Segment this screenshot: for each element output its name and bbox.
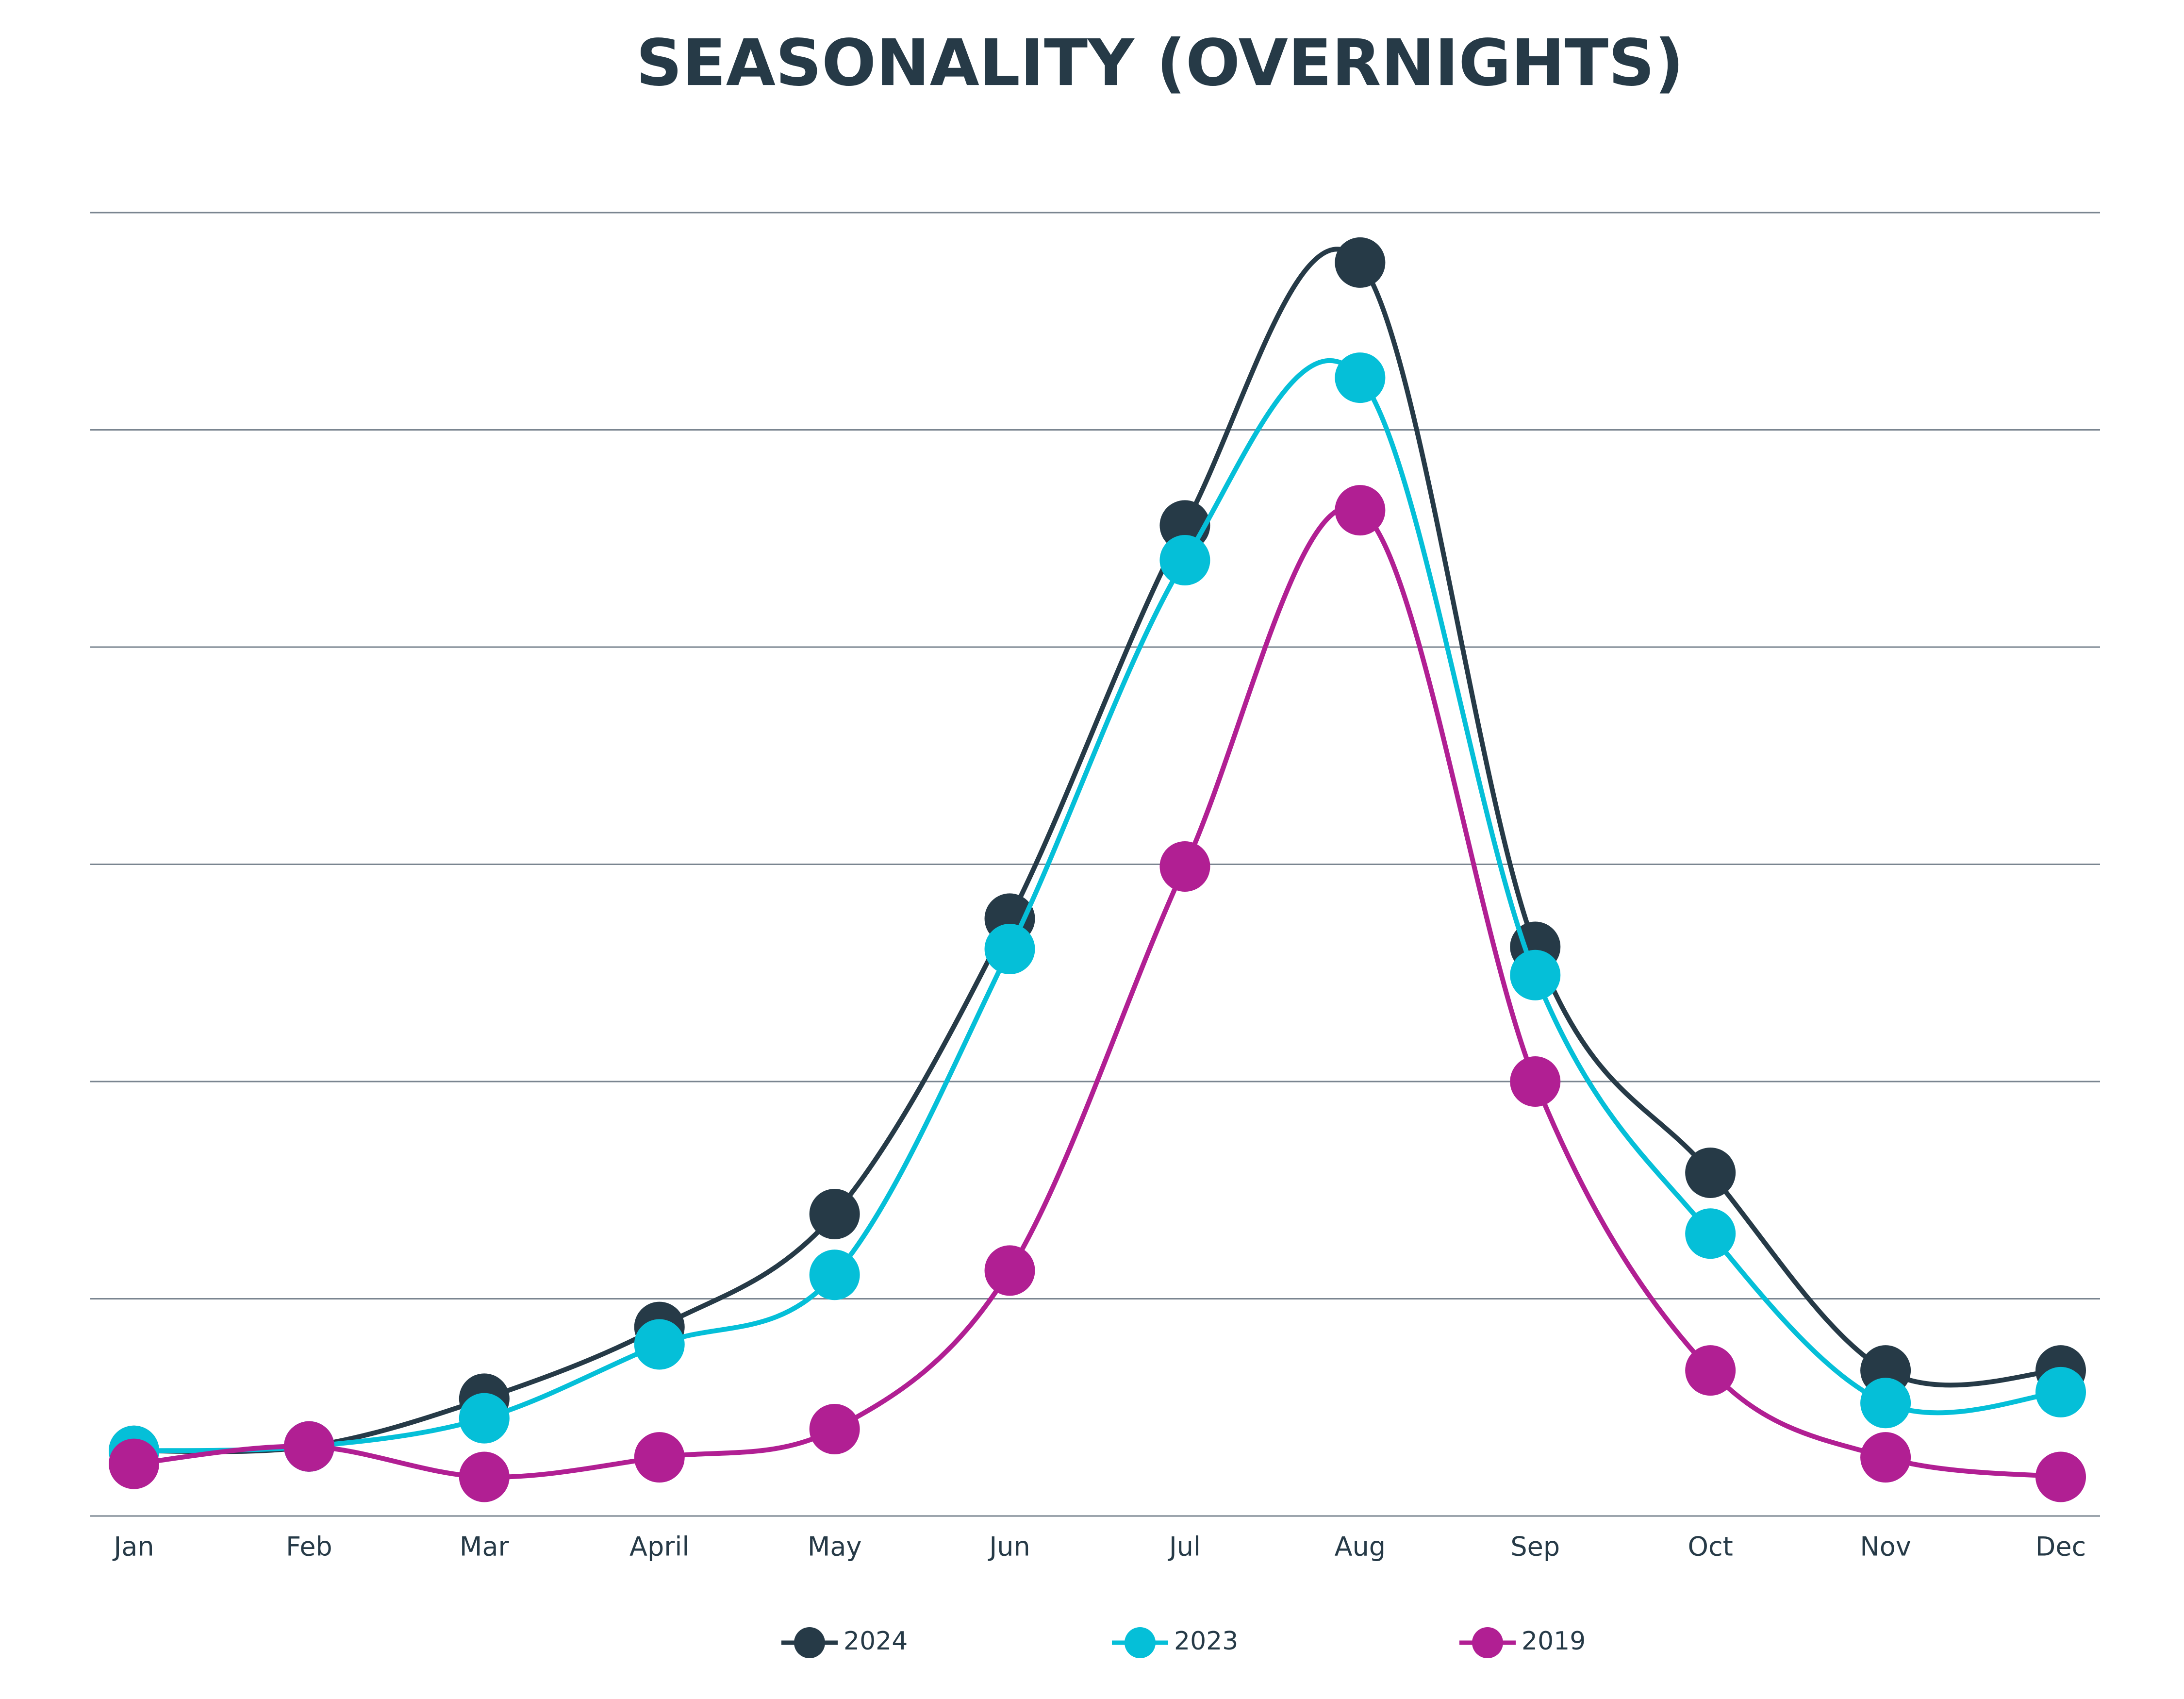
data-point bbox=[2035, 1366, 2086, 1417]
x-tick-label: Dec bbox=[2035, 1532, 2086, 1562]
x-tick-label: April bbox=[629, 1532, 689, 1562]
data-point bbox=[1335, 237, 1386, 288]
data-point bbox=[1335, 352, 1386, 403]
data-point bbox=[809, 1249, 860, 1300]
data-point bbox=[809, 1404, 860, 1454]
series-line bbox=[133, 358, 2061, 1453]
x-tick-label: Sep bbox=[1510, 1532, 1560, 1562]
data-point bbox=[1860, 1432, 1911, 1483]
data-point bbox=[1335, 485, 1386, 536]
x-tick-label: Nov bbox=[1860, 1532, 1911, 1562]
chart-title: SEASONALITY (OVERNIGHTS) bbox=[636, 26, 1684, 100]
data-point bbox=[459, 1393, 510, 1444]
data-point bbox=[809, 1188, 860, 1239]
legend-label: 2023 bbox=[1174, 1627, 1238, 1656]
data-point bbox=[1685, 1147, 1736, 1198]
x-tick-label: Aug bbox=[1335, 1532, 1386, 1562]
data-point bbox=[984, 924, 1035, 975]
legend-label: 2024 bbox=[844, 1627, 908, 1656]
x-tick-label: Oct bbox=[1688, 1532, 1733, 1562]
x-tick-label: Jun bbox=[988, 1532, 1030, 1562]
data-point bbox=[283, 1421, 334, 1472]
legend-marker bbox=[1472, 1627, 1503, 1658]
x-tick-label: Jan bbox=[112, 1532, 154, 1562]
data-point bbox=[1159, 841, 1210, 892]
data-point bbox=[1685, 1208, 1736, 1259]
data-point bbox=[2035, 1451, 2086, 1502]
data-point bbox=[634, 1432, 685, 1483]
series-line bbox=[133, 504, 2061, 1480]
data-point bbox=[1510, 1056, 1561, 1107]
x-tick-label: Feb bbox=[286, 1532, 332, 1562]
data-point bbox=[634, 1319, 685, 1370]
x-tick-label: May bbox=[808, 1532, 862, 1562]
data-point bbox=[109, 1438, 159, 1489]
x-tick-label: Mar bbox=[460, 1532, 510, 1562]
legend-marker bbox=[794, 1627, 825, 1658]
data-point bbox=[984, 1245, 1035, 1296]
data-point bbox=[1510, 949, 1561, 1000]
legend-marker bbox=[1125, 1627, 1156, 1658]
x-tick-label: Jul bbox=[1168, 1532, 1201, 1562]
data-point bbox=[1685, 1345, 1736, 1396]
legend-label: 2019 bbox=[1522, 1627, 1586, 1656]
data-point bbox=[459, 1451, 510, 1502]
data-point bbox=[1159, 535, 1210, 585]
data-point bbox=[1860, 1378, 1911, 1429]
